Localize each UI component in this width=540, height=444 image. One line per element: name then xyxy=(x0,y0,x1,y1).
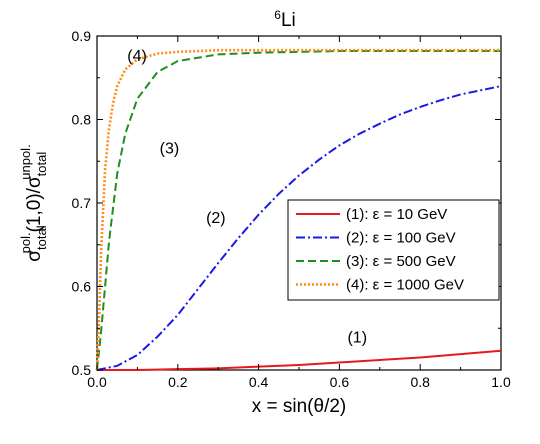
y-axis-title-mid: (1,0)/ xyxy=(24,187,45,232)
y-tick-label: 0.5 xyxy=(72,362,92,378)
curve-annotation-4: (4) xyxy=(127,48,147,65)
x-tick-label: 0.8 xyxy=(410,374,430,390)
x-tick-label: 1.0 xyxy=(491,374,511,390)
y-axis: 0.5 0.6 0.7 0.8 0.9 xyxy=(72,28,501,378)
legend-label-1: (1): ε = 10 GeV xyxy=(346,206,447,223)
series-line-4 xyxy=(95,48,501,371)
series-line-2 xyxy=(96,85,502,371)
y-axis-title-sup2: unpol. xyxy=(18,144,33,179)
y-tick-label: 0.6 xyxy=(72,279,92,295)
x-axis-title: x = sin(θ/2) xyxy=(252,396,347,417)
y-tick-label: 0.7 xyxy=(72,195,92,211)
y-tick-label: 0.9 xyxy=(72,28,92,44)
x-tick-label: 0.4 xyxy=(249,374,269,390)
annotations: (1) (2) (3) (4) xyxy=(127,48,367,346)
x-tick-label: 0.0 xyxy=(87,374,107,390)
chart-title-text: Li xyxy=(281,10,296,31)
series-group xyxy=(95,48,502,371)
legend-label-2: (2): ε = 100 GeV xyxy=(346,230,456,247)
chart-title: 6Li xyxy=(274,8,295,31)
y-tick-label: 0.8 xyxy=(72,112,92,128)
legend: (1): ε = 10 GeV (2): ε = 100 GeV (3): ε = … xyxy=(287,199,500,301)
x-tick-label: 0.2 xyxy=(168,374,188,390)
x-axis: 0.0 0.2 0.4 0.6 0.8 1.0 xyxy=(87,36,511,390)
x-tick-label: 0.6 xyxy=(330,374,350,390)
legend-box xyxy=(287,199,500,301)
y-axis-title-sigma2: σ xyxy=(24,176,45,188)
curve-annotation-3: (3) xyxy=(160,141,180,158)
y-axis-title-sup1: pol. xyxy=(18,232,33,253)
curve-annotation-1: (1) xyxy=(347,329,367,346)
y-axis-title-sub2: total xyxy=(34,152,49,177)
y-axis-title: σtotalpol.(1,0)/σtotalunpol. xyxy=(18,144,49,261)
y-axis-title-sigma: σ xyxy=(24,250,45,262)
series-line-1 xyxy=(97,349,502,371)
legend-label-4: (4): ε = 1000 GeV xyxy=(346,277,464,294)
y-axis-title-sub1: total xyxy=(34,225,49,250)
curve-annotation-2: (2) xyxy=(206,210,226,227)
chart-title-superscript: 6 xyxy=(274,8,281,22)
legend-label-3: (3): ε = 500 GeV xyxy=(346,253,456,270)
